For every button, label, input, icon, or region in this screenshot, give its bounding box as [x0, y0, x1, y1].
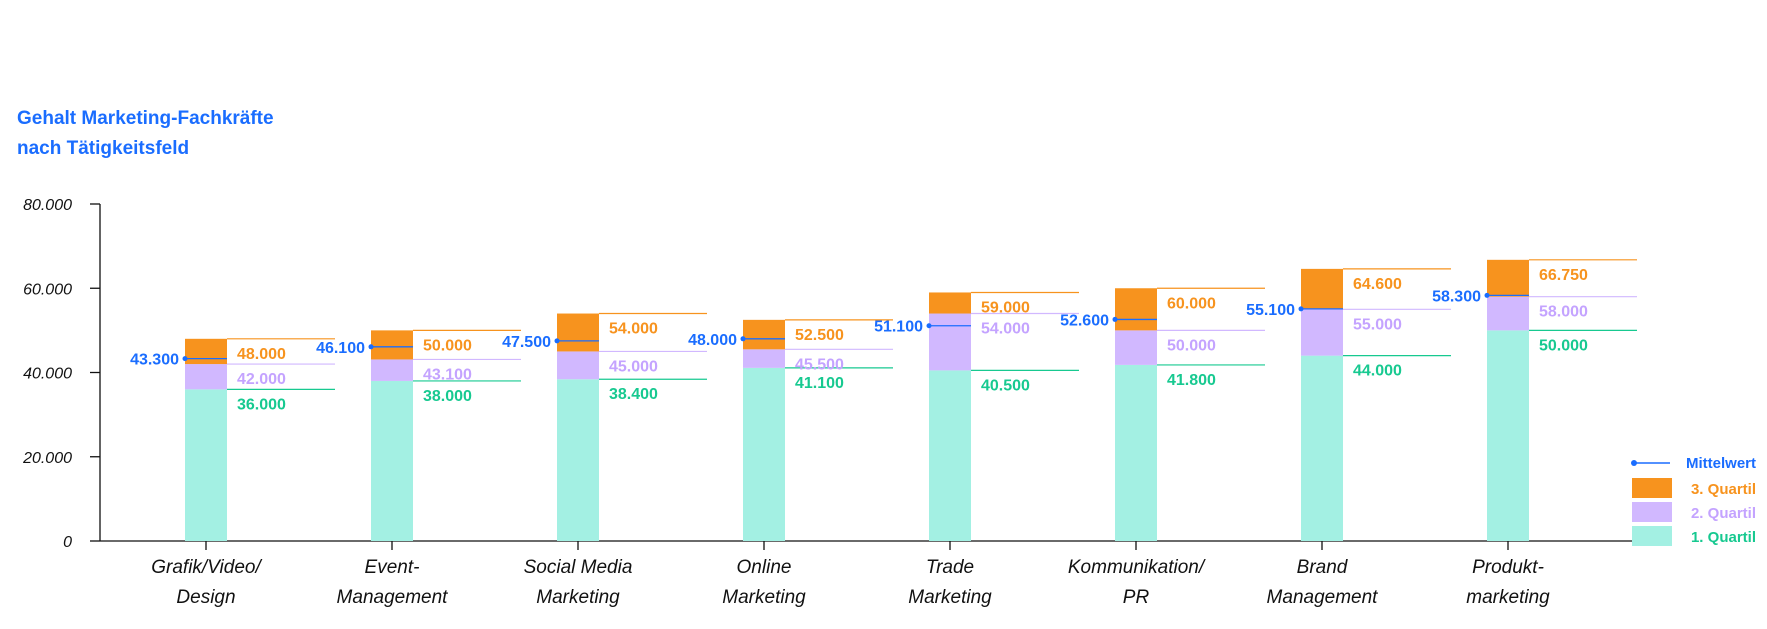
label-q2: 43.100 — [423, 366, 472, 383]
label-mean: 43.300 — [130, 352, 179, 369]
category-label: Online — [737, 557, 792, 578]
bar-q1 — [1115, 364, 1157, 541]
mean-dot — [1112, 316, 1118, 322]
y-tick-label: 0 — [63, 534, 72, 551]
legend-swatch — [1632, 526, 1672, 546]
bar-q3 — [371, 330, 413, 360]
y-tick-label: 80.000 — [23, 197, 72, 214]
bar-q1 — [1301, 355, 1343, 541]
y-tick-label: 40.000 — [23, 366, 72, 383]
category-label: Event- — [365, 557, 420, 578]
label-q2: 45.000 — [609, 358, 658, 375]
bar-q3 — [185, 338, 227, 365]
label-q3: 60.000 — [1167, 295, 1216, 312]
bar-q2 — [185, 364, 227, 390]
label-mean: 48.000 — [688, 332, 737, 349]
bar-q2 — [1115, 330, 1157, 365]
label-mean: 51.100 — [874, 319, 923, 336]
label-mean: 46.100 — [316, 340, 365, 357]
bar-q3 — [929, 292, 971, 314]
label-q2: 42.000 — [237, 371, 286, 388]
bar-q2 — [557, 351, 599, 380]
label-q1: 44.000 — [1353, 363, 1402, 380]
bar-q1 — [371, 380, 413, 541]
bar-q2 — [929, 313, 971, 371]
bar-q2 — [1487, 296, 1529, 331]
chart-title-line-1: Gehalt Marketing-Fachkräfte — [17, 108, 274, 129]
category-label: Grafik/Video/ — [151, 557, 262, 578]
bar-q1 — [743, 367, 785, 541]
label-mean: 47.500 — [502, 334, 551, 351]
bar-q2 — [371, 359, 413, 381]
category-label: Marketing — [722, 587, 806, 608]
mean-dot — [926, 323, 932, 329]
label-q3: 50.000 — [423, 337, 472, 354]
category-label: Management — [1267, 587, 1379, 608]
category-label: Brand — [1297, 557, 1349, 578]
bar-q1 — [185, 389, 227, 541]
mean-dot — [740, 336, 746, 342]
legend-mean-dot — [1631, 460, 1637, 466]
bar-q1 — [557, 379, 599, 541]
label-q1: 41.800 — [1167, 372, 1216, 389]
bar-q3 — [557, 313, 599, 352]
label-q3: 66.750 — [1539, 267, 1588, 284]
bar-q1 — [1487, 330, 1529, 541]
label-q3: 64.600 — [1353, 276, 1402, 293]
label-q3: 52.500 — [795, 327, 844, 344]
label-q3: 59.000 — [981, 299, 1030, 316]
category-label: Marketing — [536, 587, 620, 608]
label-mean: 58.300 — [1432, 288, 1481, 305]
legend-label-mean: Mittelwert — [1686, 455, 1756, 472]
label-q1: 38.000 — [423, 388, 472, 405]
label-q3: 54.000 — [609, 321, 658, 338]
label-q1: 40.500 — [981, 377, 1030, 394]
label-q2: 45.500 — [795, 356, 844, 373]
category-label: Kommunikation/ — [1068, 557, 1206, 578]
category-label: Produkt- — [1472, 557, 1544, 578]
category-label: Management — [337, 587, 449, 608]
bar-q3 — [1487, 259, 1529, 297]
chart-title-line-2: nach Tätigkeitsfeld — [17, 138, 190, 159]
legend-swatch — [1632, 478, 1672, 498]
mean-dot — [368, 344, 374, 350]
label-q1: 41.100 — [795, 375, 844, 392]
label-mean: 52.600 — [1060, 312, 1109, 329]
legend-swatch — [1632, 502, 1672, 522]
bar-q3 — [743, 319, 785, 350]
mean-dot — [1298, 306, 1304, 312]
legend-label: 2. Quartil — [1691, 505, 1756, 522]
chart-title: Gehalt Marketing-Fachkräfte nach Tätigke… — [17, 104, 274, 164]
bar-q1 — [929, 370, 971, 541]
bar-q3 — [1301, 268, 1343, 310]
mean-dot — [554, 338, 560, 344]
label-mean: 55.100 — [1246, 302, 1295, 319]
bar-q2 — [743, 349, 785, 368]
category-label: Social Media — [524, 557, 633, 578]
label-q2: 50.000 — [1167, 337, 1216, 354]
category-label: Marketing — [908, 587, 992, 608]
mean-dot — [182, 356, 188, 362]
y-tick-label: 60.000 — [23, 281, 72, 298]
category-label: PR — [1123, 587, 1150, 608]
legend-label: 3. Quartil — [1691, 481, 1756, 498]
y-tick-label: 20.000 — [22, 450, 72, 467]
category-label: marketing — [1466, 587, 1550, 608]
label-q1: 38.400 — [609, 386, 658, 403]
bar-q2 — [1301, 309, 1343, 356]
label-q1: 36.000 — [237, 396, 286, 413]
label-q3: 48.000 — [237, 346, 286, 363]
label-q1: 50.000 — [1539, 337, 1588, 354]
category-label: Trade — [926, 557, 974, 578]
label-q2: 55.000 — [1353, 316, 1402, 333]
label-q2: 54.000 — [981, 321, 1030, 338]
mean-dot — [1484, 292, 1490, 298]
category-label: Design — [176, 587, 235, 608]
legend-label: 1. Quartil — [1691, 529, 1756, 546]
bar-q3 — [1115, 288, 1157, 331]
label-q2: 58.000 — [1539, 304, 1588, 321]
